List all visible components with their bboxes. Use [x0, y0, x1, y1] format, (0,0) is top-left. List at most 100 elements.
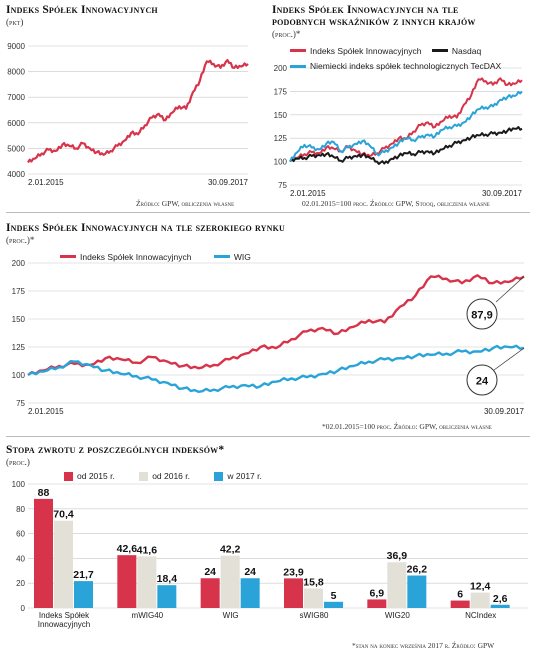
panel1-unit: (pkt) — [6, 17, 24, 27]
panel3-unit: (proc.)* — [6, 235, 35, 245]
panel2-unit: (proc.)* — [272, 29, 301, 39]
divider-1 — [6, 212, 530, 213]
panel3-legend: Indeks Spółek Innowacyjnych WIG — [60, 250, 259, 262]
panel2-source: 02.01.2015=100 proc. Źródło: GPW, Stooq,… — [302, 199, 490, 208]
legend-item-isi: Indeks Spółek Innowacyjnych — [290, 44, 422, 58]
panel4-footnote: *stan na koniec września 2017 r. Źródło:… — [352, 641, 495, 650]
bar-label-0-1: 42,6 — [117, 543, 138, 555]
legend4-swatch-2017 — [214, 471, 224, 481]
legend-label-isi: Indeks Spółek Innowacyjnych — [310, 45, 422, 56]
bar-0-4 — [367, 599, 387, 608]
chart1-y-tick: 5000 — [7, 144, 25, 153]
chart2-y-tick: 100 — [274, 158, 288, 167]
callout-isi-label: 87,9 — [471, 310, 492, 322]
panel4-unit: (proc.) — [6, 457, 30, 467]
bar-label-1-5: 12,4 — [470, 581, 491, 593]
bar-1-2 — [220, 555, 240, 608]
chart1-x-end: 30.09.2017 — [208, 178, 249, 187]
legend-label-tecdax: Niemiecki indeks spółek technologicznych… — [310, 61, 502, 71]
chart3-x-end: 30.09.2017 — [484, 407, 525, 416]
bar-label-0-2: 24 — [204, 566, 216, 578]
bar-1-5 — [470, 592, 490, 608]
callout-wig-leader — [493, 347, 525, 371]
chart3-y-tick: 100 — [12, 371, 26, 380]
chart4-y-tick: 100 — [12, 480, 26, 489]
legend-label-nasdaq: Nasdaq — [451, 45, 482, 56]
bar-0-0 — [34, 498, 53, 608]
bar-2-3 — [324, 601, 343, 608]
legend-swatch-tecdax — [290, 64, 306, 68]
chart2-series-line-0 — [289, 77, 523, 163]
bar-2-0 — [74, 581, 93, 608]
legend-swatch-isi — [290, 49, 306, 52]
chart3-series-line-0 — [27, 274, 525, 376]
legend4-label-2016: od 2016 r. — [152, 471, 190, 481]
bar-0-2 — [200, 578, 220, 608]
chart4-y-tick: 60 — [16, 530, 25, 539]
legend3-label-isi: Indeks Spółek Innowacyjnych — [80, 251, 192, 262]
chart4-x-tick: WIG20 — [385, 611, 410, 620]
legend-swatch-nasdaq — [431, 49, 448, 52]
legend3-swatch-wig — [213, 255, 230, 258]
chart3-y-tick: 175 — [12, 287, 26, 296]
chart1-y-tick: 8000 — [7, 68, 25, 77]
bar-label-2-0: 21,7 — [73, 569, 94, 581]
bar-label-2-2: 24 — [244, 566, 256, 578]
chart2-y-tick: 200 — [274, 64, 288, 73]
panel4-title: Stopa zwrotu z poszczególnych indeksów* — [6, 444, 225, 456]
legend-item-tecdax: Niemiecki indeks spółek technologicznych… — [290, 59, 501, 73]
legend3-swatch-isi — [60, 255, 76, 258]
chart1-x-start: 2.01.2015 — [28, 178, 64, 187]
legend4-label-2017: w 2017 r. — [227, 471, 262, 481]
panel2-title-line2: podobnych wskaźników z innych krajów — [272, 16, 476, 28]
bar-label-1-0: 70,4 — [53, 509, 74, 521]
chart2-y-tick: 175 — [274, 87, 288, 96]
panel2-title-line1: Indeks Spółek Innowacyjnych na tle — [272, 4, 459, 16]
chart2-x-end: 30.09.2017 — [482, 189, 523, 198]
chart3-y-tick: 150 — [12, 315, 26, 324]
panel2-legend: Indeks Spółek Innowacyjnych Nasdaq Niemi… — [290, 42, 530, 73]
legend3-item-isi: Indeks Spółek Innowacyjnych — [60, 252, 192, 262]
chart2-y-tick: 125 — [274, 134, 288, 143]
bar-label-2-3: 5 — [331, 590, 337, 602]
chart4-x-tick: sWIG80 — [300, 611, 329, 620]
bar-1-1 — [137, 556, 157, 608]
bar-1-3 — [304, 588, 323, 608]
chart2-y-tick: 75 — [278, 181, 287, 190]
chart1-y-tick: 6000 — [7, 119, 25, 128]
bar-0-5 — [450, 600, 470, 608]
bar-0-3 — [284, 578, 303, 608]
legend4-swatch-2016 — [139, 471, 149, 481]
chart4-x-tick: WIG — [223, 611, 239, 620]
chart2-y-tick: 150 — [274, 111, 288, 120]
bar-label-1-1: 41,6 — [137, 544, 158, 556]
bar-2-1 — [157, 585, 177, 608]
bar-label-2-1: 18,4 — [157, 573, 178, 585]
bar-label-0-3: 23,9 — [283, 566, 304, 578]
bar-2-5 — [490, 604, 510, 608]
chart3-y-tick: 75 — [16, 399, 25, 408]
chart3-y-tick: 125 — [12, 343, 26, 352]
panel3-title: Indeks Spółek Innowacyjnych na tle szero… — [6, 222, 285, 234]
bar-label-1-4: 36,9 — [387, 550, 408, 562]
chart4-x-tick-line1: Indeks Spółek — [39, 611, 90, 620]
chart4-x-tick: mWIG40 — [132, 611, 164, 620]
callout-wig-circle — [466, 364, 498, 396]
bar-1-4 — [387, 562, 407, 608]
bar-2-2 — [240, 578, 260, 608]
bar-0-1 — [117, 555, 137, 608]
chart2-x-start: 2.01.2015 — [290, 189, 326, 198]
chart3-x-start: 2.01.2015 — [28, 407, 64, 416]
chart3-series-line-1 — [27, 344, 525, 393]
legend4-item-2016: od 2016 r. — [139, 471, 190, 481]
bar-label-0-4: 6,9 — [370, 587, 385, 599]
bar-2-4 — [407, 575, 427, 608]
bar-label-1-3: 15,8 — [303, 576, 324, 588]
legend4-label-2015: od 2015 r. — [77, 471, 115, 481]
callout-wig-label: 24 — [476, 376, 489, 388]
bar-label-0-0: 88 — [38, 487, 50, 499]
legend4-item-2015: od 2015 r. — [64, 471, 115, 481]
panel1-source: Źródło: GPW, obliczenia własne — [136, 199, 235, 208]
chart1-y-tick: 7000 — [7, 93, 25, 102]
